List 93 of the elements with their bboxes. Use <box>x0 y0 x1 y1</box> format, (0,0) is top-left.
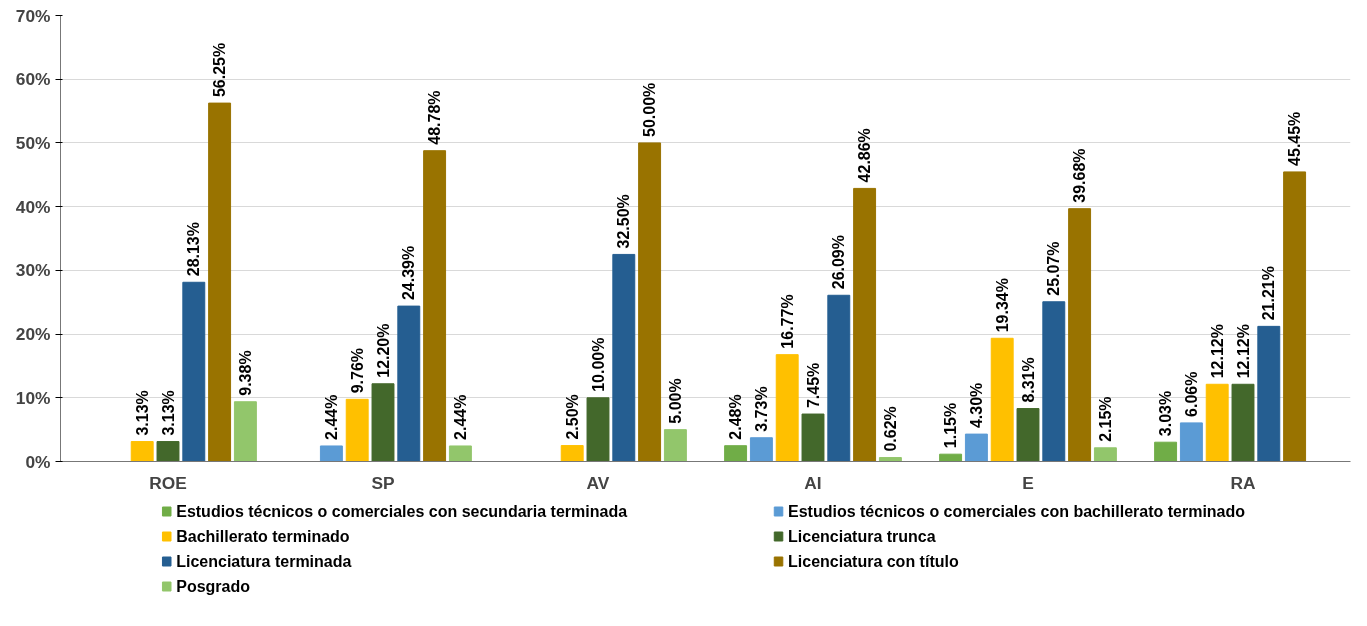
y-tick-label: 0% <box>25 451 51 472</box>
data-label: 25.07% <box>1045 241 1063 296</box>
data-label: 56.25% <box>211 42 229 98</box>
data-label: 2.50% <box>563 394 581 440</box>
data-label: 9.38% <box>236 350 254 396</box>
legend-label: Estudios técnicos o comerciales con bachillerato terminado <box>788 503 1246 520</box>
data-label: 19.34% <box>993 278 1011 333</box>
bar <box>182 281 206 462</box>
y-tick-label: 10% <box>15 387 51 408</box>
data-label: 39.68% <box>1071 148 1089 203</box>
bar <box>827 294 851 462</box>
data-label: 5.00% <box>666 378 684 424</box>
y-tick-label: 50% <box>15 132 51 153</box>
x-tick-label: AV <box>586 472 610 493</box>
bar <box>586 397 610 462</box>
bar <box>1093 447 1117 462</box>
bar <box>1283 171 1307 462</box>
bar <box>233 401 257 462</box>
bar <box>1257 325 1281 462</box>
y-tick-label: 40% <box>15 196 51 217</box>
legend-label: Bachillerato terminado <box>176 528 350 545</box>
bar <box>1068 208 1092 462</box>
bar <box>612 253 636 462</box>
data-label: 6.06% <box>1182 371 1200 417</box>
data-label: 2.48% <box>727 394 745 440</box>
data-label: 48.78% <box>426 90 444 145</box>
data-label: 28.13% <box>185 222 203 277</box>
bar <box>319 445 343 462</box>
bar <box>990 337 1014 462</box>
bar <box>208 102 232 462</box>
data-label: 9.76% <box>348 347 366 394</box>
data-label: 3.73% <box>752 386 770 432</box>
data-label: 45.45% <box>1286 111 1304 166</box>
data-label: 50.00% <box>641 82 659 137</box>
x-tick-label: RA <box>1230 472 1256 493</box>
x-tick-label: AI <box>804 472 822 493</box>
data-label: 21.21% <box>1260 266 1278 321</box>
bar <box>560 445 584 462</box>
bar <box>638 142 662 462</box>
data-label: 12.12% <box>1234 324 1252 379</box>
bar <box>397 305 421 462</box>
bar <box>801 413 825 462</box>
bar <box>1016 408 1040 462</box>
x-tick-label: ROE <box>149 472 187 493</box>
y-tick-label: 20% <box>15 324 51 345</box>
bar <box>1205 383 1229 462</box>
bar <box>964 433 988 462</box>
bar <box>939 453 963 462</box>
legend-label: Licenciatura con título <box>788 553 959 570</box>
data-label: 32.50% <box>615 194 633 249</box>
data-label: 12.20% <box>374 323 392 378</box>
x-tick-label: E <box>1022 472 1034 493</box>
bar <box>371 383 395 462</box>
data-label: 26.09% <box>830 235 848 290</box>
bar <box>1231 383 1255 462</box>
data-label: 2.44% <box>451 394 469 440</box>
bar <box>130 441 154 462</box>
bar <box>423 150 447 462</box>
bar <box>1042 301 1066 462</box>
bar <box>1179 422 1203 462</box>
data-label: 12.12% <box>1208 324 1226 379</box>
bar <box>663 429 687 462</box>
data-label: 7.45% <box>804 362 822 409</box>
legend-label: Licenciatura trunca <box>788 528 936 545</box>
data-label: 16.77% <box>778 294 796 349</box>
bar <box>853 187 877 462</box>
data-label: 2.44% <box>322 394 340 440</box>
data-label: 3.03% <box>1157 390 1175 437</box>
data-label: 1.15% <box>942 402 960 449</box>
legend-label: Licenciatura terminada <box>176 553 352 570</box>
data-label: 8.31% <box>1019 357 1037 403</box>
legend-label: Estudios técnicos o comerciales con secundaria terminada <box>176 503 628 520</box>
data-label: 10.00% <box>589 337 607 392</box>
bar <box>724 445 748 462</box>
data-label: 2.15% <box>1096 396 1114 442</box>
bar <box>775 354 799 462</box>
bar <box>448 445 472 462</box>
y-tick-label: 60% <box>15 69 51 90</box>
data-label: 3.13% <box>133 390 151 436</box>
y-tick-label: 30% <box>15 260 51 281</box>
bar <box>1154 441 1178 462</box>
bar <box>156 441 180 462</box>
bar <box>878 457 902 462</box>
bar <box>345 398 369 462</box>
data-label: 42.86% <box>856 128 874 183</box>
data-label: 0.62% <box>881 406 899 452</box>
x-tick-label: SP <box>371 472 395 493</box>
bar <box>749 437 773 462</box>
data-label: 4.30% <box>967 382 985 429</box>
y-tick-label: 70% <box>15 5 51 26</box>
data-label: 3.13% <box>159 390 177 436</box>
legend-label: Posgrado <box>176 578 251 595</box>
data-label: 24.39% <box>400 245 418 301</box>
